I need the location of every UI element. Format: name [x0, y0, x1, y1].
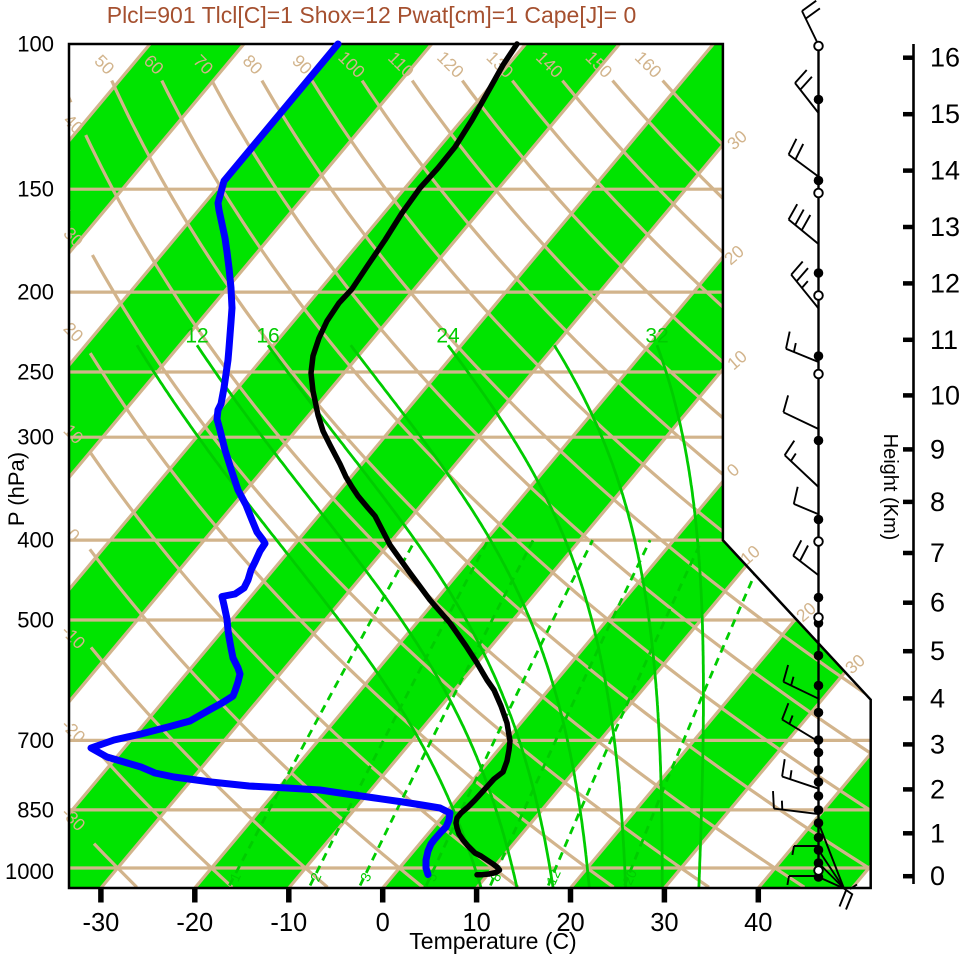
svg-text:P (hPa): P (hPa)	[4, 452, 29, 526]
svg-text:11: 11	[930, 325, 958, 355]
svg-text:6: 6	[930, 588, 945, 618]
svg-text:10: 10	[930, 380, 960, 410]
svg-text:4: 4	[930, 683, 945, 713]
svg-text:100: 100	[17, 32, 54, 57]
svg-text:0: 0	[930, 861, 945, 891]
svg-text:Height (Km): Height (Km)	[879, 434, 901, 541]
svg-text:10: 10	[462, 909, 490, 937]
svg-text:2: 2	[930, 774, 945, 804]
svg-text:150: 150	[17, 177, 54, 202]
svg-text:24: 24	[436, 325, 460, 348]
svg-text:12: 12	[930, 268, 960, 298]
svg-text:1: 1	[930, 818, 945, 848]
svg-text:40: 40	[744, 909, 772, 937]
svg-text:200: 200	[17, 280, 54, 305]
svg-text:3: 3	[930, 729, 945, 759]
svg-text:500: 500	[17, 608, 54, 633]
svg-text:12: 12	[185, 325, 208, 348]
svg-text:16: 16	[930, 43, 960, 73]
svg-text:0: 0	[376, 909, 390, 937]
svg-text:700: 700	[17, 728, 54, 753]
svg-text:-10: -10	[270, 909, 307, 937]
svg-text:7: 7	[930, 538, 945, 568]
svg-text:32: 32	[645, 325, 668, 348]
svg-text:Plcl=901 Tlcl[C]=1 Shox=12 Pwa: Plcl=901 Tlcl[C]=1 Shox=12 Pwat[cm]=1 Ca…	[107, 2, 637, 28]
svg-text:-20: -20	[176, 909, 213, 937]
svg-text:12: 12	[543, 866, 564, 887]
svg-text:20: 20	[619, 866, 640, 887]
svg-text:400: 400	[17, 528, 54, 553]
svg-text:850: 850	[17, 797, 54, 822]
svg-text:1000: 1000	[5, 859, 54, 884]
svg-text:16: 16	[256, 325, 279, 348]
svg-text:8: 8	[930, 487, 945, 517]
svg-text:250: 250	[17, 360, 54, 385]
svg-text:15: 15	[930, 99, 960, 129]
svg-text:13: 13	[930, 212, 960, 242]
svg-text:-30: -30	[82, 909, 119, 937]
svg-text:300: 300	[17, 425, 54, 450]
svg-text:20: 20	[556, 909, 584, 937]
svg-text:5: 5	[930, 636, 945, 666]
svg-text:9: 9	[930, 434, 945, 464]
svg-text:14: 14	[930, 156, 960, 186]
svg-text:Temperature (C): Temperature (C)	[409, 928, 576, 954]
svg-text:30: 30	[650, 909, 678, 937]
